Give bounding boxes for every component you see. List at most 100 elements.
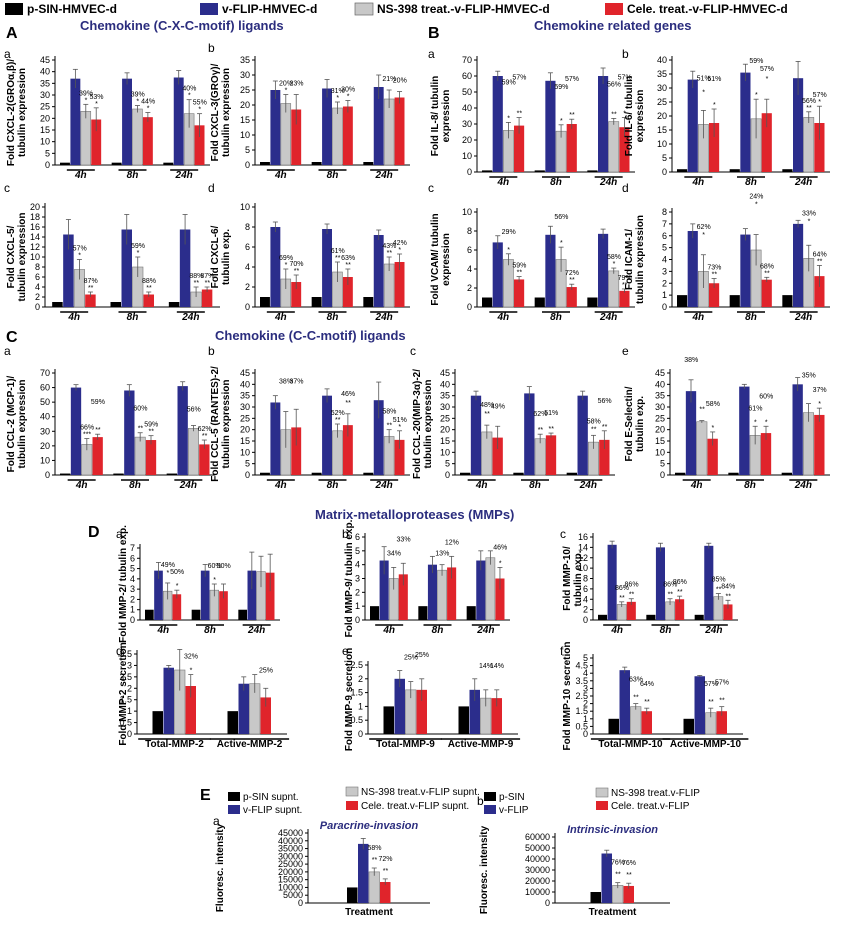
y-tick-label: 14 [30, 232, 40, 242]
y-tick-label: 3.5 [575, 676, 588, 686]
bar-v-flip [687, 231, 698, 307]
bar-p-sin [534, 297, 545, 307]
x-axis-label: Treatment [589, 907, 637, 918]
x-category-label: 4h [691, 312, 704, 323]
bar-p-sin [683, 718, 694, 734]
x-category-label: 24h [794, 480, 812, 491]
percent-annotation: 14% [479, 663, 493, 670]
y-tick-label: 45 [440, 368, 450, 378]
y-tick-label: 2 [127, 683, 132, 693]
percent-annotation: 30% [341, 87, 355, 94]
subpanel-letter: b [208, 41, 215, 55]
bar-p-sin [418, 606, 428, 620]
panel-letter-A: A [6, 25, 18, 42]
y-axis-label: Fold IL-6/ tubulinexpression [624, 76, 646, 157]
bar-p-sin [260, 472, 270, 475]
y-tick-label: 3 [130, 584, 135, 594]
bar-p-sin [113, 473, 124, 475]
y-tick-label: 35 [40, 78, 50, 88]
y-tick-label: 10 [655, 447, 665, 457]
y-axis-label: Fold MMP-9/ tubulin exp. [344, 519, 355, 637]
y-tick-label: 0 [35, 302, 40, 312]
y-tick-label: 10 [440, 447, 450, 457]
percent-annotation: 57% [760, 66, 774, 73]
significance-annotation: ** [345, 400, 351, 407]
y-tick-label: 15 [655, 436, 665, 446]
bar-ns398 [188, 428, 199, 476]
x-axis-label: Treatment [345, 907, 393, 918]
bar-v-flip [63, 234, 74, 307]
bar-v-flip [607, 544, 617, 620]
percent-annotation: 66% [80, 425, 94, 432]
y-tick-label: 35 [657, 69, 667, 79]
bar-cele [623, 885, 634, 903]
y-tick-label: 2.5 [575, 691, 588, 701]
x-category-label: 24h [375, 312, 393, 323]
significance-annotation: * [613, 261, 616, 268]
percent-annotation: 57% [618, 75, 632, 82]
x-category-label: 24h [579, 480, 597, 491]
y-tick-label: 45 [40, 55, 50, 65]
percent-annotation: 46% [493, 544, 507, 551]
percent-annotation: 63% [629, 677, 643, 684]
percent-annotation: 57% [512, 75, 526, 82]
bar-v-flip [492, 76, 503, 172]
significance-annotation: * [755, 92, 758, 99]
percent-annotation: 58% [587, 418, 601, 425]
bar-v-flip [470, 395, 482, 475]
y-axis-label-line: expression [635, 90, 646, 143]
y-tick-label: 1.5 [119, 695, 132, 705]
y-axis-label-line: Fold IL-8/ tubulin [430, 76, 441, 157]
y-tick-label: 5 [662, 243, 667, 253]
bar-p-sin [782, 169, 793, 172]
y-tick-label: 35 [655, 391, 665, 401]
bar-cele [491, 698, 502, 734]
percent-annotation: 50% [217, 563, 231, 570]
bar-p-sin [145, 609, 154, 620]
y-axis-label-line: tubulin expression [17, 213, 28, 302]
significance-annotation: * [560, 240, 563, 247]
legend-swatch-cele [346, 801, 358, 810]
y-axis-label-line: tubulin expression [17, 380, 28, 469]
significance-annotation: * [702, 89, 705, 96]
percent-annotation: 88% [189, 273, 203, 280]
significance-annotation: ** [622, 282, 628, 289]
percent-annotation: 79% [618, 275, 632, 282]
y-axis-label-line: Fold CCL-20(MIP-3α)-2/ [412, 369, 423, 479]
y-tick-label: 45 [655, 368, 665, 378]
subpanel-letter: e [622, 344, 629, 358]
significance-annotation: * [755, 202, 758, 209]
significance-annotation: ** [294, 268, 300, 275]
y-tick-label: 30 [655, 402, 665, 412]
bar-p-sin [590, 892, 601, 903]
y-axis-label-line: Fold CXCL-5/ [6, 225, 17, 288]
y-tick-label: 10 [240, 130, 250, 140]
bar-cele [709, 123, 720, 172]
bar-cele [716, 711, 727, 734]
bar-v-flip [577, 395, 588, 475]
bar-p-sin [60, 162, 70, 165]
percent-annotation: 57% [715, 680, 729, 687]
y-axis-label: Fold CCL-2 (MCP-1)/tubulin expression [6, 375, 28, 472]
significance-annotation: ** [549, 426, 555, 433]
y-axis-label: Fold CXCL-6/tubulin exp. [210, 225, 232, 288]
percent-annotation: 12% [445, 539, 459, 546]
y-tick-label: 3 [583, 683, 588, 693]
y-tick-label: 0 [245, 160, 250, 170]
significance-annotation: * [198, 107, 201, 114]
bar-v-flip [238, 683, 249, 734]
percent-annotation: 57% [813, 92, 827, 99]
percent-annotation: 35% [802, 373, 816, 380]
y-tick-label: 2 [583, 699, 588, 709]
bar-cele [514, 279, 525, 307]
bar-p-sin [311, 162, 322, 165]
percent-annotation: 52% [331, 410, 345, 417]
y-tick-label: 1 [358, 701, 363, 711]
significance-annotation: ** [517, 111, 523, 118]
bar-v-flip [524, 393, 535, 475]
bar-v-flip [793, 78, 804, 172]
percent-annotation: 59% [502, 79, 516, 86]
bar-p-sin [363, 297, 374, 307]
legend-label-p-sin: p-SIN [499, 792, 525, 803]
